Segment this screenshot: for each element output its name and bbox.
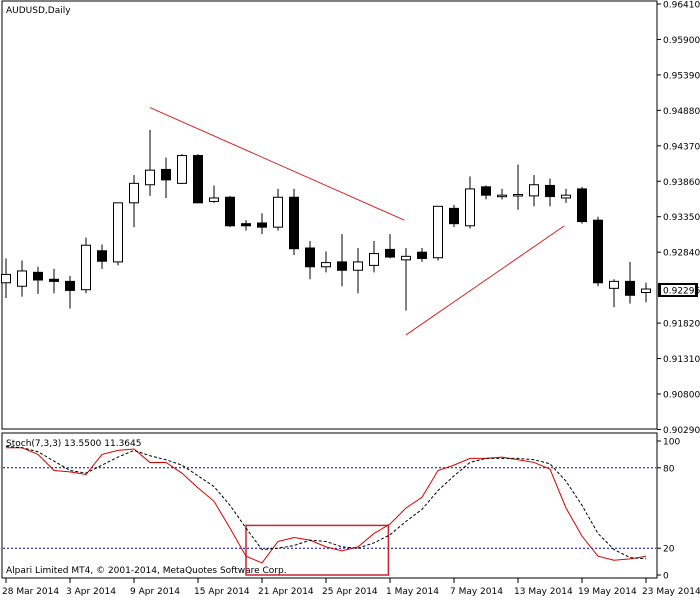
price-tick-label: 0.96410 [663,1,700,11]
current-price-marker-inner [661,284,695,295]
stoch-title: Stoch(7,3,3) 13.5500 11.3645 [6,439,141,449]
price-tick-label: 0.93350 [663,213,700,223]
candle-body-bearish [97,250,107,262]
candle-body-bearish [577,188,587,223]
date-tick-label: 1 May 2014 [386,587,439,597]
price-tick-label: 0.91310 [663,355,700,365]
date-tick-label: 28 Mar 2014 [2,587,59,597]
candle-body-bullish [465,188,475,227]
stoch-highlight-box [245,524,390,576]
candle-body-bullish [209,197,219,202]
price-tick-label: 0.92840 [663,249,700,259]
date-tick-label: 3 Apr 2014 [66,587,116,597]
date-tick-label: 13 May 2014 [514,587,573,597]
candle-body-bearish [417,251,427,259]
candle-body-bullish [273,196,283,228]
price-tick-label: 0.90800 [663,390,700,400]
stoch-panel-frame [1,432,658,579]
candle-body-bullish [513,193,523,197]
price-tick-label: 0.93860 [663,178,700,188]
date-tick-label: 15 Apr 2014 [194,587,250,597]
price-layer [1,107,651,336]
candle-body-bearish [481,186,491,196]
stoch-tick-label: 80 [663,464,675,474]
candle-body-bearish [161,168,171,181]
candle-body-bearish [225,196,235,227]
candle-body-bullish [17,270,27,287]
stoch-tick-label: 0 [663,572,669,582]
candle-body-bearish [593,219,603,284]
stoch-main-line [6,447,647,564]
candle-body-bearish [305,247,315,268]
candle-body-bullish [1,273,11,284]
candle-body-bearish [385,248,395,258]
date-tick-label: 23 May 2014 [642,587,700,597]
candle-body-bullish [529,184,539,197]
date-tick-label: 19 May 2014 [578,587,637,597]
candle-body-bullish [177,155,187,184]
date-tick-label: 7 May 2014 [450,587,503,597]
candle-body-bearish [65,280,75,291]
price-tick-label: 0.94880 [663,107,700,117]
candle-body-bullish [641,288,651,293]
candle-body-bullish [433,205,443,259]
main-panel-frame [1,0,658,430]
candle-body-bearish [241,223,251,227]
date-tick-label: 25 Apr 2014 [322,587,378,597]
candle-body-bullish [321,262,331,268]
candle-body-bullish [113,202,123,263]
candle-body-bearish [33,271,43,281]
candle-body-bullish [353,261,363,271]
chart-title: AUDUSD,Daily [6,6,71,16]
candle-body-bullish [497,194,507,198]
candle-body-bullish [401,255,411,261]
candle-body-bullish [129,182,139,204]
candle-body-bearish [449,207,459,225]
candle-body-bearish [545,184,555,198]
date-tick-label: 21 Apr 2014 [258,587,314,597]
candle-body-bullish [561,194,571,199]
candle-body-bearish [193,155,203,204]
price-tick-label: 0.95900 [663,36,700,46]
candle-body-bearish [289,196,299,250]
price-tick-label: 0.90290 [663,426,700,436]
candle-body-bullish [145,169,155,186]
current-price-label: 0.92296 [663,286,700,296]
price-tick-label: 0.94370 [663,142,700,152]
stoch-tick-label: 20 [663,545,675,555]
price-tick-label: 0.95390 [663,71,700,81]
stoch-tick-label: 100 [663,438,680,448]
price-tick-label: 0.91820 [663,320,700,330]
candle-body-bearish [257,222,267,228]
candle-body-bearish [49,278,59,282]
trendline [149,107,405,221]
date-tick-label: 9 Apr 2014 [130,587,180,597]
stoch-layer [3,445,656,576]
footer-copyright: Alpari Limited MT4, © 2001-2014, MetaQuo… [6,566,287,576]
candle-body-bullish [609,280,619,289]
candle-body-bearish [625,280,635,296]
candle-body-bullish [369,253,379,266]
candle-body-bearish [337,261,347,271]
trendline [405,225,565,336]
stoch-signal-line [5,445,647,560]
candle-body-bullish [81,244,91,291]
